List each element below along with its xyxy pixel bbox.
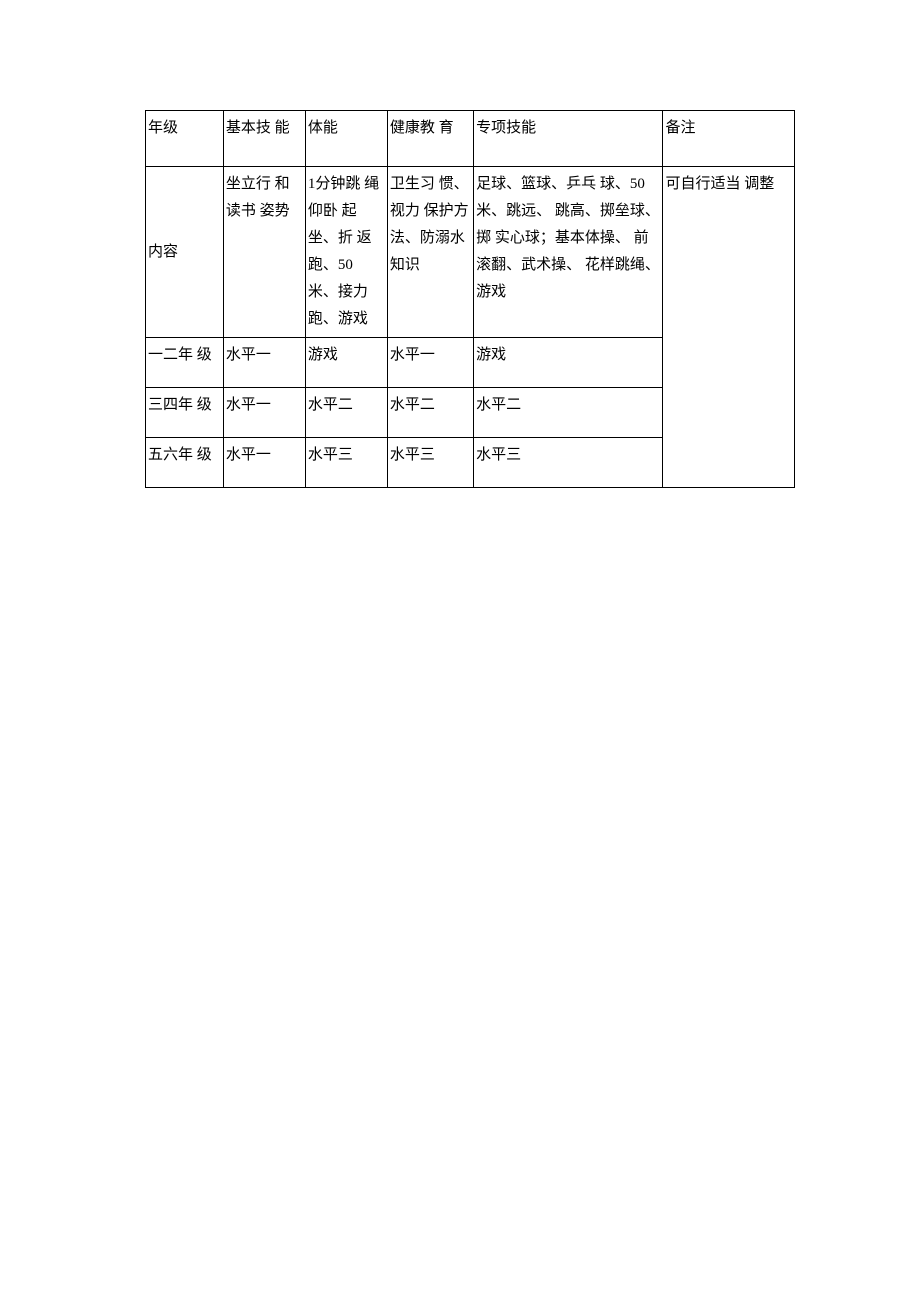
header-grade: 年级 [146, 111, 224, 167]
header-health-edu: 健康教 育 [387, 111, 473, 167]
row-health-56: 水平三 [387, 438, 473, 488]
row-grade-56: 五六年 级 [146, 438, 224, 488]
content-label: 内容 [146, 167, 224, 338]
header-note: 备注 [663, 111, 795, 167]
content-basic-skill: 坐立行 和读书 姿势 [223, 167, 305, 338]
row-fitness-12: 游戏 [305, 338, 387, 388]
header-basic-skill: 基本技 能 [223, 111, 305, 167]
header-fitness: 体能 [305, 111, 387, 167]
table-content-row: 内容 坐立行 和读书 姿势 1分钟跳 绳仰卧 起坐、折 返跑、50 米、接力 跑… [146, 167, 795, 338]
header-special-skill: 专项技能 [474, 111, 663, 167]
content-health-edu: 卫生习 惯、视力 保护方 法、防溺水知识 [387, 167, 473, 338]
table-header-row: 年级 基本技 能 体能 健康教 育 专项技能 备注 [146, 111, 795, 167]
row-basic-56: 水平一 [223, 438, 305, 488]
content-note: 可自行适当 调整 [663, 167, 795, 488]
row-health-12: 水平一 [387, 338, 473, 388]
content-special-skill: 足球、篮球、乒乓 球、50米、跳远、 跳高、掷垒球、掷 实心球；基本体操、 前滚… [474, 167, 663, 338]
row-fitness-56: 水平三 [305, 438, 387, 488]
row-grade-34: 三四年 级 [146, 388, 224, 438]
row-special-56: 水平三 [474, 438, 663, 488]
content-fitness: 1分钟跳 绳仰卧 起坐、折 返跑、50 米、接力 跑、游戏 [305, 167, 387, 338]
curriculum-table: 年级 基本技 能 体能 健康教 育 专项技能 备注 内容 坐立行 和读书 姿势 … [145, 110, 795, 488]
row-special-12: 游戏 [474, 338, 663, 388]
row-grade-12: 一二年 级 [146, 338, 224, 388]
row-health-34: 水平二 [387, 388, 473, 438]
row-special-34: 水平二 [474, 388, 663, 438]
row-fitness-34: 水平二 [305, 388, 387, 438]
row-basic-12: 水平一 [223, 338, 305, 388]
row-basic-34: 水平一 [223, 388, 305, 438]
